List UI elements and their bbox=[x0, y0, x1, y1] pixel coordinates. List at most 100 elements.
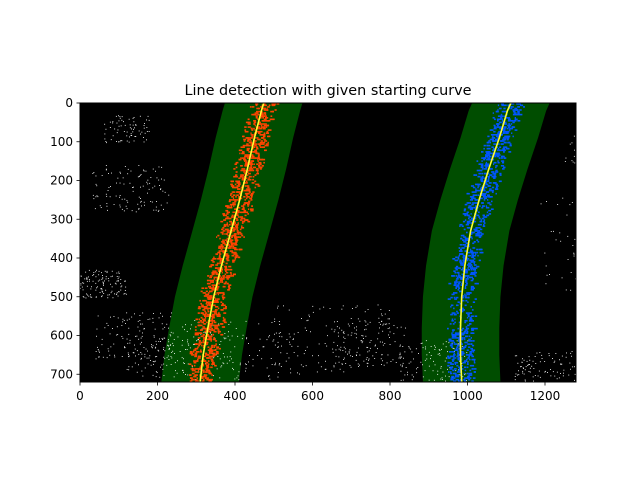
lane-pixel bbox=[480, 186, 484, 189]
noise-pixel bbox=[341, 308, 343, 310]
lane-pixel bbox=[234, 208, 237, 210]
lane-pixel bbox=[499, 121, 501, 124]
lane-pixel bbox=[469, 199, 473, 201]
noise-pixel bbox=[278, 364, 280, 366]
lane-pixel bbox=[214, 324, 216, 327]
lane-pixel bbox=[460, 364, 463, 367]
lane-pixel bbox=[517, 120, 521, 122]
lane-pixel bbox=[477, 223, 481, 226]
lane-pixel bbox=[268, 129, 272, 131]
noise-pixel bbox=[338, 356, 340, 358]
noise-pixel bbox=[288, 333, 290, 335]
lane-pixel bbox=[233, 242, 236, 245]
noise-pixel bbox=[116, 292, 118, 294]
lane-pixel bbox=[452, 275, 456, 277]
noise-pixel bbox=[170, 344, 172, 346]
lane-pixel bbox=[454, 259, 457, 262]
noise-pixel bbox=[344, 338, 346, 339]
lane-pixel bbox=[254, 129, 256, 131]
noise-pixel bbox=[97, 346, 98, 348]
y-tick-label: 700 bbox=[50, 367, 73, 381]
lane-pixel bbox=[452, 312, 456, 314]
lane-pixel bbox=[451, 351, 455, 353]
noise-pixel bbox=[277, 341, 279, 343]
lane-pixel bbox=[206, 361, 209, 364]
lane-pixel bbox=[254, 149, 257, 152]
noise-pixel bbox=[102, 291, 104, 293]
lane-pixel bbox=[209, 275, 213, 277]
lane-pixel bbox=[197, 307, 201, 310]
lane-pixel bbox=[458, 347, 461, 350]
noise-pixel bbox=[389, 337, 390, 338]
lane-pixel bbox=[250, 192, 254, 195]
lane-pixel bbox=[480, 228, 483, 231]
lane-pixel bbox=[203, 371, 205, 373]
lane-pixel bbox=[212, 338, 216, 341]
lane-pixel bbox=[464, 304, 467, 307]
lane-pixel bbox=[214, 301, 218, 303]
noise-pixel bbox=[433, 360, 434, 362]
noise-pixel bbox=[187, 374, 189, 376]
noise-pixel bbox=[154, 347, 156, 349]
lane-pixel bbox=[464, 296, 467, 299]
lane-pixel bbox=[465, 242, 469, 245]
noise-pixel bbox=[386, 362, 388, 364]
noise-pixel bbox=[163, 337, 165, 339]
lane-pixel bbox=[470, 185, 473, 187]
lane-pixel bbox=[499, 115, 502, 117]
lane-pixel bbox=[261, 126, 265, 128]
lane-pixel bbox=[223, 213, 226, 215]
lane-pixel bbox=[500, 140, 504, 142]
noise-pixel bbox=[134, 127, 135, 129]
noise-pixel bbox=[195, 379, 197, 381]
lane-pixel bbox=[468, 354, 471, 356]
noise-pixel bbox=[356, 355, 357, 356]
noise-pixel bbox=[441, 379, 443, 380]
noise-pixel bbox=[245, 364, 247, 365]
lane-pixel bbox=[197, 368, 200, 370]
lane-pixel bbox=[500, 103, 503, 105]
noise-pixel bbox=[408, 347, 410, 349]
noise-pixel bbox=[259, 338, 261, 340]
noise-pixel bbox=[416, 372, 418, 374]
noise-pixel bbox=[114, 354, 115, 356]
noise-pixel bbox=[528, 356, 530, 358]
lane-pixel bbox=[492, 135, 494, 138]
noise-pixel bbox=[394, 341, 396, 343]
lane-pixel bbox=[205, 302, 208, 305]
noise-pixel bbox=[112, 275, 113, 277]
noise-pixel bbox=[570, 272, 572, 273]
lane-pixel bbox=[455, 347, 458, 350]
noise-pixel bbox=[120, 125, 122, 127]
noise-pixel bbox=[281, 336, 283, 338]
noise-pixel bbox=[439, 354, 441, 356]
lane-pixel bbox=[234, 228, 236, 231]
lane-pixel bbox=[472, 186, 476, 189]
noise-pixel bbox=[132, 124, 134, 126]
lane-pixel bbox=[465, 223, 469, 226]
lane-pixel bbox=[211, 346, 213, 348]
lane-pixel bbox=[492, 172, 495, 175]
lane-pixel bbox=[256, 163, 259, 165]
lane-pixel bbox=[247, 138, 251, 141]
noise-pixel bbox=[570, 289, 572, 291]
lane-pixel bbox=[460, 338, 464, 341]
lane-pixel bbox=[205, 371, 208, 373]
noise-pixel bbox=[147, 363, 149, 365]
lane-pixel bbox=[223, 304, 226, 307]
lane-pixel bbox=[224, 239, 228, 241]
noise-pixel bbox=[533, 380, 534, 382]
lane-pixel bbox=[461, 247, 464, 249]
lane-pixel bbox=[470, 354, 473, 356]
lane-pixel bbox=[450, 378, 453, 381]
noise-pixel bbox=[93, 274, 95, 275]
noise-pixel bbox=[568, 374, 570, 376]
noise-pixel bbox=[124, 290, 126, 291]
lane-pixel bbox=[194, 332, 197, 334]
lane-pixel bbox=[196, 347, 199, 350]
lane-pixel bbox=[276, 103, 280, 105]
lane-pixel bbox=[249, 161, 253, 164]
noise-pixel bbox=[153, 335, 155, 337]
noise-pixel bbox=[120, 283, 122, 285]
noise-pixel bbox=[449, 367, 451, 368]
